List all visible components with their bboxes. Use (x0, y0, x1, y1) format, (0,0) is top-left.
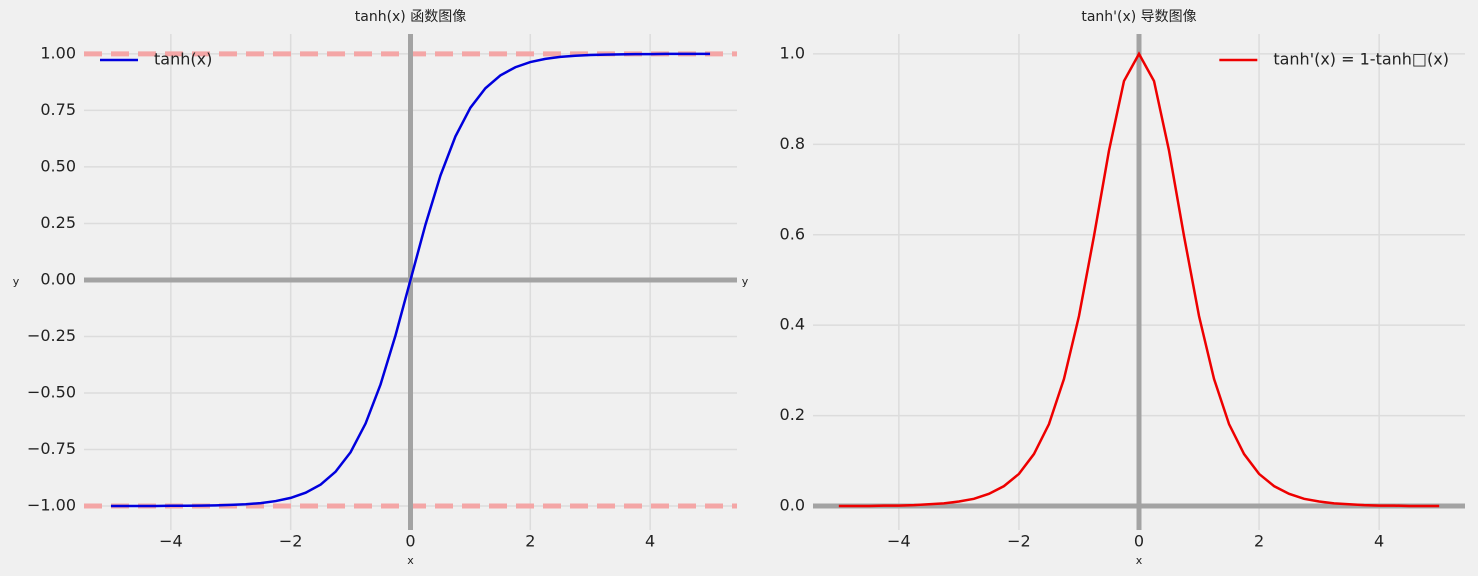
x-tick-label: 0 (1134, 532, 1144, 551)
data-line (838, 51, 1440, 508)
legend: tanh'(x) = 1-tanh□(x) (1219, 50, 1449, 69)
y-tick-label: 0.50 (40, 156, 76, 175)
data-line (110, 52, 711, 508)
y-tick-label: 0.00 (40, 269, 76, 288)
y-axis-label: y (13, 275, 20, 288)
legend-label: tanh'(x) = 1-tanh□(x) (1273, 50, 1449, 69)
legend: tanh(x) (100, 50, 212, 69)
x-tick-label: 4 (1374, 532, 1384, 551)
y-tick-label: 0.2 (780, 405, 805, 424)
y-tick-label: −0.50 (27, 383, 76, 402)
x-tick-label: 2 (525, 532, 535, 551)
x-tick-label: −4 (887, 532, 911, 551)
y-tick-label: 0.75 (40, 100, 76, 119)
y-tick-label: 1.00 (40, 43, 76, 62)
y-tick-label: 0.8 (780, 134, 805, 153)
legend-label: tanh(x) (154, 50, 212, 69)
chart-title: tanh(x) 函数图像 (355, 9, 466, 25)
y-tick-label: 0.0 (780, 496, 805, 515)
y-tick-label: 0.4 (780, 315, 805, 334)
y-tick-label: 0.6 (780, 224, 805, 243)
y-axis-label: y (742, 275, 749, 288)
y-tick-label: 0.25 (40, 213, 76, 232)
x-axis-label: x (407, 554, 414, 567)
x-tick-label: 2 (1254, 532, 1264, 551)
x-axis-label: x (1136, 554, 1143, 567)
y-tick-label: −0.25 (27, 326, 76, 345)
y-tick-label: −1.00 (27, 496, 76, 515)
chart-title: tanh'(x) 导数图像 (1081, 9, 1196, 25)
x-tick-label: 0 (405, 532, 415, 551)
x-tick-label: 4 (645, 532, 655, 551)
x-tick-label: −2 (279, 532, 303, 551)
x-tick-label: −4 (159, 532, 183, 551)
x-tick-label: −2 (1007, 532, 1031, 551)
y-tick-label: 1.0 (780, 43, 805, 62)
y-tick-label: −0.75 (27, 439, 76, 458)
